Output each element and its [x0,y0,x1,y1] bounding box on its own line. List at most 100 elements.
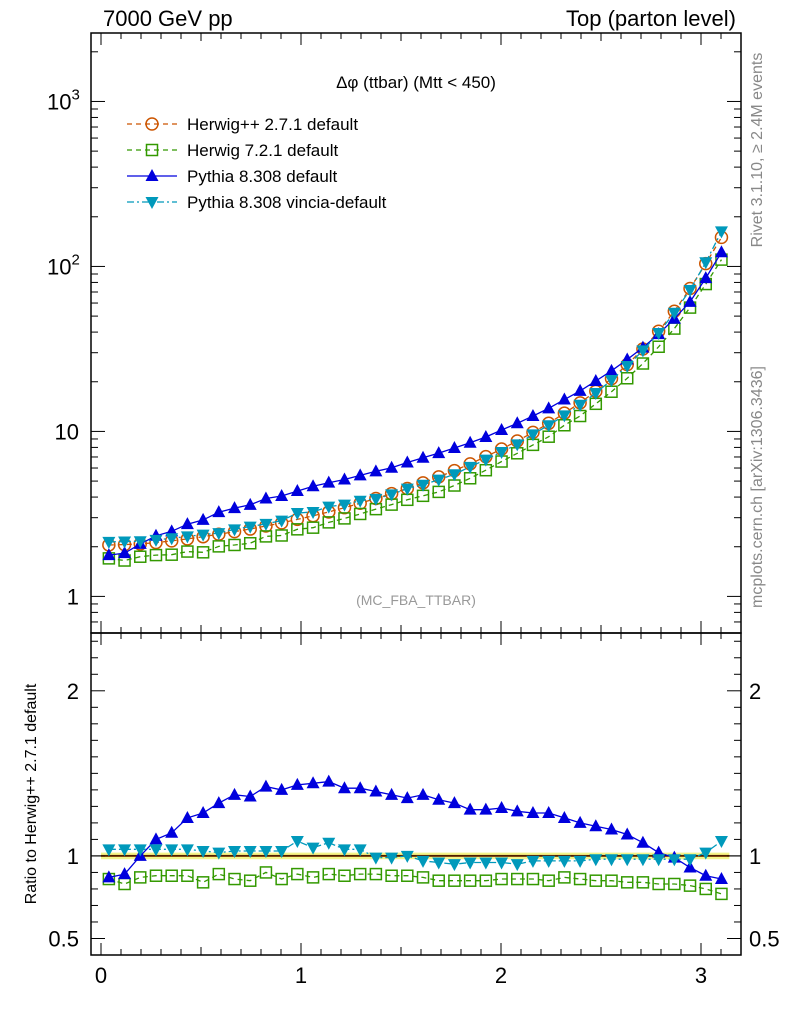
ratio-point-pythia-8-308-default [557,810,571,823]
main-point-herwig-7-2-1-default [416,489,430,503]
ratio-ytick-label-right-0.5: 0.5 [749,926,780,951]
legend-label-herwig-2-7-1-default: Herwig++ 2.7.1 default [187,115,358,134]
ratio-point-herwig-7-2-1-default [652,877,665,891]
main-point-pythia-8-308-default [118,546,132,559]
ratio-point-pythia-8-308-default [526,805,540,818]
ratio-point-pythia-8-308-default [699,868,713,881]
ratio-point-herwig-7-2-1-default [589,874,603,887]
main-point-pythia-8-308-default [369,464,383,477]
main-point-pythia-8-308-vincia-default [212,528,226,541]
main-point-pythia-8-308-vincia-default [432,474,446,487]
main-point-herwig-7-2-1-default [636,357,650,370]
ratio-point-pythia-8-308-vincia-default [699,847,713,860]
ratio-point-herwig-7-2-1-default [181,869,194,882]
main-line-herwig-7-2-1-default [108,259,723,562]
ratio-point-pythia-8-308-vincia-default [228,845,242,858]
ratio-point-pythia-8-308-vincia-default [259,845,273,858]
ratio-point-pythia-8-308-vincia-default [526,855,540,868]
ratio-point-herwig-7-2-1-default [699,882,713,896]
ratio-point-herwig-7-2-1-default [636,876,650,889]
ratio-point-herwig-7-2-1-default [291,867,304,881]
ratio-ytick-label-left-0.5: 0.5 [48,926,79,951]
main-point-herwig-7-2-1-default [165,548,178,561]
ratio-point-pythia-8-308-default [589,819,603,832]
ratio-point-pythia-8-308-vincia-default [165,844,179,857]
main-point-pythia-8-308-default [212,505,226,518]
main-point-herwig-7-2-1-default [432,485,445,499]
ratio-point-herwig-7-2-1-default [118,877,131,891]
main-point-pythia-8-308-vincia-default [275,515,289,528]
ratio-point-pythia-8-308-default [400,791,414,804]
ratio-point-pythia-8-308-vincia-default [385,852,399,865]
main-point-pythia-8-308-vincia-default [542,420,556,433]
ratio-point-herwig-7-2-1-default [479,874,493,887]
main-point-pythia-8-308-vincia-default [196,529,210,542]
main-point-herwig-7-2-1-default [275,529,288,542]
ratio-point-pythia-8-308-vincia-default [275,845,289,858]
main-ytick-label-10e2: 102 [47,251,80,279]
plot-title: Δφ (ttbar) (Mtt < 450) [336,73,496,92]
main-point-pythia-8-308-vincia-default [463,461,477,474]
main-point-pythia-8-308-vincia-default [322,501,336,514]
main-point-pythia-8-308-vincia-default [589,387,603,400]
main-point-pythia-8-308-vincia-default [573,399,587,412]
ratio-plot-frame [90,632,742,956]
header-right: Top (parton level) [566,6,736,31]
main-point-herwig-7-2-1-default [212,540,226,553]
main-point-pythia-8-308-vincia-default [636,345,650,358]
ratio-point-pythia-8-308-vincia-default [369,852,383,865]
xtick-label-1: 1 [295,963,307,988]
main-point-pythia-8-308-vincia-default [495,447,509,460]
ratio-point-herwig-7-2-1-default [620,876,634,889]
main-point-pythia-8-308-vincia-default [667,307,681,320]
main-point-pythia-8-308-vincia-default [353,495,367,508]
main-point-pythia-8-308-vincia-default [290,508,304,521]
main-point-pythia-8-308-default [463,435,477,448]
main-point-herwig-7-2-1-default [196,546,210,559]
main-point-pythia-8-308-vincia-default [149,534,163,547]
main-point-pythia-8-308-default [385,460,399,473]
main-point-pythia-8-308-vincia-default [400,483,414,496]
header-left: 7000 GeV pp [103,6,233,31]
main-point-herwig-7-2-1-default [181,545,194,558]
ratio-point-herwig-7-2-1-default [495,872,508,886]
ratio-point-pythia-8-308-default [714,872,728,885]
ratio-line-pythia-8-308-vincia-default [108,840,722,865]
main-point-pythia-8-308-vincia-default [259,518,273,531]
main-point-herwig-7-2-1-default [322,516,336,529]
ratio-point-pythia-8-308-vincia-default [652,854,666,867]
ratio-point-herwig-7-2-1-default [353,867,367,881]
ratio-point-pythia-8-308-default [275,782,289,795]
main-point-pythia-8-308-default [353,468,367,481]
ratio-point-pythia-8-308-vincia-default [118,844,132,857]
ratio-point-pythia-8-308-default [149,832,163,845]
main-point-pythia-8-308-vincia-default [605,374,618,387]
main-point-pythia-8-308-vincia-default [447,469,461,482]
main-point-pythia-8-308-vincia-default [652,327,666,340]
ratio-point-herwig-7-2-1-default [558,871,571,884]
main-point-pythia-8-308-default [322,475,336,488]
main-point-pythia-8-308-default [714,245,728,258]
ratio-point-pythia-8-308-default [322,774,336,787]
main-point-pythia-8-308-default [589,374,603,387]
main-point-pythia-8-308-vincia-default [510,439,524,452]
main-point-pythia-8-308-default [243,497,257,510]
main-point-herwig-7-2-1-default [353,507,367,521]
legend-marker-pythia-8-308-vincia-default [145,197,159,209]
main-point-pythia-8-308-default [275,489,289,502]
main-ytick-label-10: 10 [55,419,79,444]
ratio-point-herwig-7-2-1-default [165,869,178,882]
ratio-point-herwig-7-2-1-default [463,874,477,887]
ratio-point-herwig-7-2-1-default [322,867,336,881]
ratio-point-herwig-7-2-1-default [715,887,728,901]
main-ytick-label-1: 1 [67,584,79,609]
ratio-point-herwig-7-2-1-default [275,872,288,886]
ratio-point-pythia-8-308-default [620,827,634,840]
main-point-pythia-8-308-default [432,446,446,459]
ratio-point-pythia-8-308-default [447,796,461,809]
main-point-pythia-8-308-default [557,392,571,405]
ratio-point-pythia-8-308-vincia-default [133,844,147,857]
ratio-point-pythia-8-308-default [683,860,697,873]
ratio-point-herwig-7-2-1-default [338,869,351,882]
